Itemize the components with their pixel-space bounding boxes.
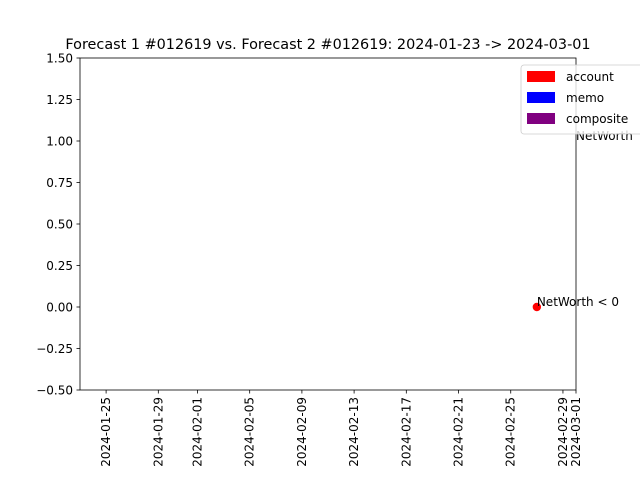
plot-frame — [79, 57, 577, 391]
y-tick-label: −0.25 — [36, 342, 73, 356]
legend-label: composite — [566, 112, 628, 126]
y-tick-label: 1.50 — [46, 51, 73, 65]
y-tick-label: −0.50 — [36, 383, 73, 397]
x-tick-label: 2024-02-29 — [556, 397, 570, 467]
y-tick-label: 1.25 — [46, 93, 73, 107]
x-tick-label: 2024-03-01 — [569, 397, 583, 467]
legend-swatch — [527, 113, 555, 124]
y-tick-label: 0.50 — [46, 217, 73, 231]
x-tick-label: 2024-02-13 — [347, 397, 361, 467]
x-tick-label: 2024-02-09 — [295, 397, 309, 467]
x-tick-label: 2024-02-21 — [452, 397, 466, 467]
x-tick-label: 2024-02-25 — [504, 397, 518, 467]
legend: account memo composite — [520, 64, 640, 135]
y-tick-label: 0.25 — [46, 259, 73, 273]
legend-label: memo — [566, 91, 604, 105]
y-axis: −0.50 −0.25 0.00 0.25 0.50 0.75 1.00 1.25 1.50 — [36, 51, 80, 397]
legend-swatch — [527, 71, 555, 82]
legend-label: account — [566, 70, 614, 84]
x-tick-label: 2024-01-29 — [151, 397, 165, 467]
chart-title: Forecast 1 #012619 vs. Forecast 2 #01261… — [65, 37, 590, 53]
x-tick-label: 2024-02-05 — [243, 397, 257, 467]
y-tick-label: 0.00 — [46, 300, 73, 314]
x-tick-label: 2024-01-25 — [99, 397, 113, 467]
legend-swatch — [527, 92, 555, 103]
x-tick-label: 2024-02-01 — [190, 397, 204, 467]
point-label: NetWorth < 0 — [537, 295, 619, 309]
y-tick-label: 1.00 — [46, 134, 73, 148]
y-tick-label: 0.75 — [46, 176, 73, 190]
x-axis: 2024-01-25 2024-01-29 2024-02-01 2024-02-05… — [99, 390, 583, 467]
x-tick-label: 2024-02-17 — [399, 397, 413, 467]
data-point — [532, 302, 542, 312]
